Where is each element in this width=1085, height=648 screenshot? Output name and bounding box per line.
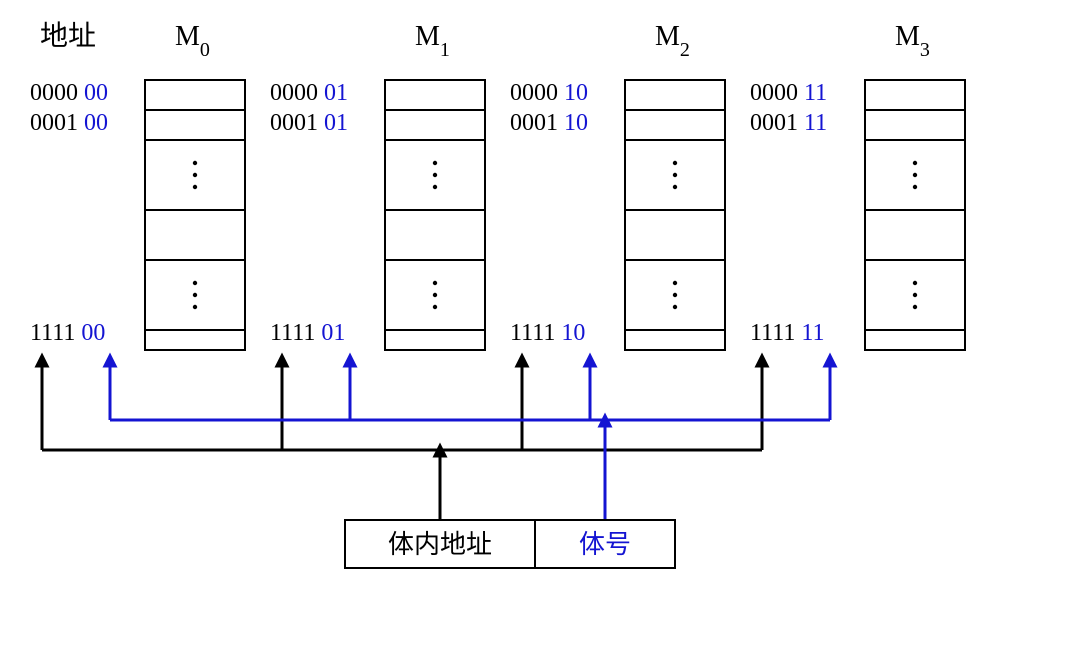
ellipsis-dot: [913, 305, 917, 309]
address-label: 0001 10: [510, 110, 588, 136]
address-label: 0001 01: [270, 110, 348, 136]
ellipsis-dot: [673, 305, 677, 309]
ellipsis-dot: [193, 293, 197, 297]
bank-header-2: M2: [655, 21, 690, 61]
ellipsis-dot: [913, 281, 917, 285]
ellipsis-dot: [913, 161, 917, 165]
address-label: 0001 11: [750, 110, 827, 136]
bank-header-3: M3: [895, 21, 930, 61]
memory-bank-box-1: [385, 80, 485, 350]
memory-bank-box-3: [865, 80, 965, 350]
address-header-label: 地址: [40, 20, 96, 52]
address-label: 0000 00: [30, 80, 108, 106]
bank-header-1: M1: [415, 21, 450, 61]
ellipsis-dot: [913, 293, 917, 297]
ellipsis-dot: [673, 185, 677, 189]
internal-address-label: 体内地址: [388, 530, 492, 559]
address-label: 0001 00: [30, 110, 108, 136]
address-label: 1111 11: [750, 320, 824, 346]
ellipsis-dot: [673, 293, 677, 297]
ellipsis-dot: [193, 281, 197, 285]
memory-bank-box-0: [145, 80, 245, 350]
ellipsis-dot: [433, 281, 437, 285]
ellipsis-dot: [193, 185, 197, 189]
ellipsis-dot: [673, 173, 677, 177]
address-label: 0000 01: [270, 80, 348, 106]
ellipsis-dot: [673, 161, 677, 165]
ellipsis-dot: [193, 305, 197, 309]
ellipsis-dot: [433, 173, 437, 177]
address-label: 0000 10: [510, 80, 588, 106]
memory-bank-box-2: [625, 80, 725, 350]
ellipsis-dot: [433, 293, 437, 297]
ellipsis-dot: [913, 173, 917, 177]
ellipsis-dot: [913, 185, 917, 189]
address-label: 1111 10: [510, 320, 585, 346]
bank-number-label: 体号: [579, 530, 631, 559]
ellipsis-dot: [673, 281, 677, 285]
ellipsis-dot: [193, 161, 197, 165]
address-label: 1111 01: [270, 320, 345, 346]
address-label: 1111 00: [30, 320, 105, 346]
ellipsis-dot: [433, 185, 437, 189]
ellipsis-dot: [433, 305, 437, 309]
ellipsis-dot: [433, 161, 437, 165]
bank-header-0: M0: [175, 21, 210, 61]
address-label: 0000 11: [750, 80, 827, 106]
ellipsis-dot: [193, 173, 197, 177]
